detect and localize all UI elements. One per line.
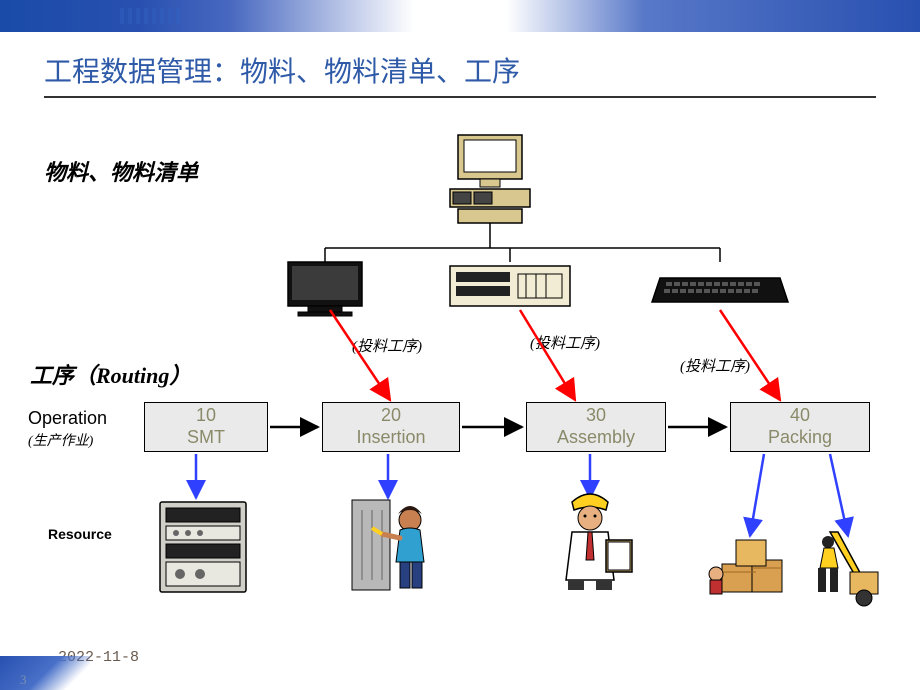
routing-section-label: 工序（Routing） [30, 358, 191, 390]
boxes-icon [709, 540, 782, 594]
resource-label: Resource [48, 526, 112, 542]
operation-box-assembly: 30Assembly [526, 402, 666, 452]
operation-sublabel: (生产作业) [28, 430, 93, 450]
page-title: 工程数据管理：物料、物料清单、工序 [0, 32, 920, 96]
operation-label: Operation [28, 408, 107, 429]
corner-decoration [0, 656, 90, 690]
feed-annotation-2: (投料工序) [530, 332, 600, 353]
top-decoration [0, 0, 920, 32]
hand-truck-icon [818, 532, 878, 606]
title-rule [44, 96, 876, 98]
feed-annotation-1: (投料工序) [352, 335, 422, 356]
feed-annotation-3: (投料工序) [680, 355, 750, 376]
monitor-icon [288, 262, 362, 316]
page-number: 3 [20, 672, 27, 688]
bom-tree-connectors [325, 235, 720, 262]
bom-section-label: 物料、物料清单 [44, 155, 198, 187]
resource-arrows [196, 454, 848, 536]
operation-box-packing: 40Packing [730, 402, 870, 452]
equipment-rack-icon [160, 502, 246, 592]
diagram-canvas [0, 0, 920, 690]
worker-panel-icon [352, 500, 424, 590]
operation-box-insertion: 20Insertion [322, 402, 460, 452]
keyboard-icon [652, 278, 788, 302]
desktop-unit-icon [450, 266, 570, 306]
computer-icon [450, 135, 530, 235]
operation-box-smt: 10SMT [144, 402, 268, 452]
supervisor-icon [566, 494, 632, 590]
